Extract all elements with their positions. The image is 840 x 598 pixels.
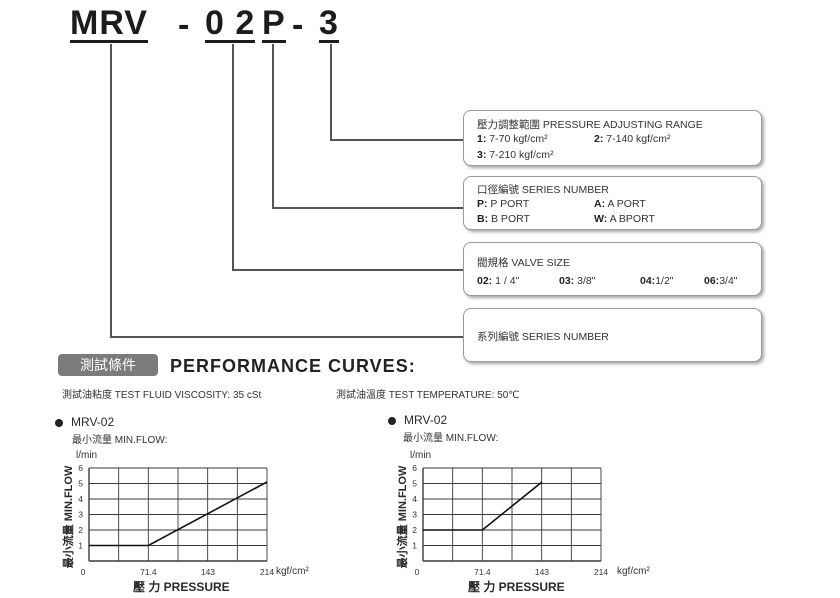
y-tick-label: 1 [78,541,83,551]
y-tick-label: 4 [78,494,83,504]
connector-series-v [110,44,112,337]
port-number-title: 口徑編號 SERIES NUMBER [477,184,609,196]
port-value-a: A PORT [607,198,646,210]
y-tick-label: 4 [412,494,417,504]
size-key-03: 03: [559,275,575,287]
code-series: MRV [70,4,148,43]
size-key-06: 06: [704,275,720,287]
pressure-value-3: 7-210 kgf/cm² [489,149,554,161]
connector-pressure-h [330,139,464,141]
performance-title: PERFORMANCE CURVES: [170,356,416,376]
series-number-title: 系列編號 SERIES NUMBER [477,331,609,343]
port-number-box: 口徑編號 SERIES NUMBER P: P PORT A: A PORT B… [463,176,762,230]
y-tick-label: 2 [412,525,417,535]
test-conditions-badge: 測試條件 [58,354,158,376]
code-port: P [262,4,286,43]
x-tick-label: 214 [594,567,608,577]
port-key-p: P: [477,198,488,210]
x-tick-label: 71.4 [474,567,491,577]
chart-2-yunit: l/min [410,450,432,461]
size-value-04: 1/2" [655,275,674,287]
connector-size-h [232,269,464,271]
y-tick-label: 3 [78,510,83,520]
x-tick-label: 214 [260,567,274,577]
connector-series-h [110,336,464,338]
test-viscosity: 測試油粘度 TEST FLUID VISCOSITY: 35 cSt [62,390,262,401]
valve-size-box: 閥規格 VALVE SIZE 02: 1 / 4" 03: 3/8" 04:1/… [463,242,762,296]
port-value-w: A BPORT [609,213,655,225]
chart-1-yunit: l/min [76,450,98,461]
y-tick-label: 5 [78,479,83,489]
size-value-02: 1 / 4" [495,275,520,287]
x-tick-label: 143 [535,567,549,577]
pressure-value-2: 7-140 kgf/cm² [606,133,671,145]
chart-2-title: MRV-02 [404,413,448,427]
pressure-value-1: 7-70 kgf/cm² [489,133,548,145]
code-dash-1: - [178,6,191,44]
port-key-w: W: [594,213,608,225]
pressure-key-1: 1: [477,133,487,145]
test-temperature: 測試油溫度 TEST TEMPERATURE: 50℃ [336,390,520,401]
port-key-b: B: [477,213,489,225]
chart-2-subtitle: 最小流量 MIN.FLOW: [403,433,499,444]
series-line [423,481,543,531]
pressure-key-2: 2: [594,133,604,145]
port-value-p: P PORT [490,198,530,210]
chart-1-title: MRV-02 [71,415,115,429]
size-key-04: 04: [640,275,656,287]
series-number-box: 系列編號 SERIES NUMBER [463,308,762,362]
port-key-a: A: [594,198,606,210]
chart-1-subtitle: 最小流量 MIN.FLOW: [72,435,168,446]
x-tick-label: 71.4 [140,567,157,577]
connector-port-v [272,44,274,208]
bullet-icon [55,418,63,427]
x-tick-label: 0 [415,567,420,577]
connector-size-v [232,44,234,270]
chart-2-xunit: kgf/cm² [617,566,650,577]
y-tick-label: 5 [412,479,417,489]
code-size: 0 2 [205,4,256,43]
y-tick-label: 1 [412,541,417,551]
code-pressure: 3 [319,4,339,43]
port-value-b: B PORT [491,213,530,225]
connector-pressure-v [330,44,332,140]
y-tick-label: 6 [412,463,417,473]
pressure-key-3: 3: [477,149,487,161]
chart-1-xlabel: 壓 力 PRESSURE [133,580,230,594]
size-value-06: 3/4" [719,275,738,287]
x-tick-label: 0 [81,567,86,577]
bullet-icon [388,416,396,425]
x-tick-label: 143 [201,567,215,577]
size-value-03: 3/8" [577,275,596,287]
valve-size-title: 閥規格 VALVE SIZE [477,257,570,269]
pressure-range-title: 壓力調整範圍 PRESSURE ADJUSTING RANGE [477,119,703,131]
y-tick-label: 2 [78,525,83,535]
chart-1-xunit: kgf/cm² [276,566,309,577]
code-dash-2: - [292,6,305,44]
connector-port-h [272,207,464,209]
size-key-02: 02: [477,275,493,287]
y-tick-label: 3 [412,510,417,520]
chart-2-xlabel: 壓 力 PRESSURE [468,580,565,594]
y-tick-label: 6 [78,463,83,473]
pressure-range-box: 壓力調整範圍 PRESSURE ADJUSTING RANGE 1: 7-70 … [463,110,762,166]
series-line [89,481,268,547]
